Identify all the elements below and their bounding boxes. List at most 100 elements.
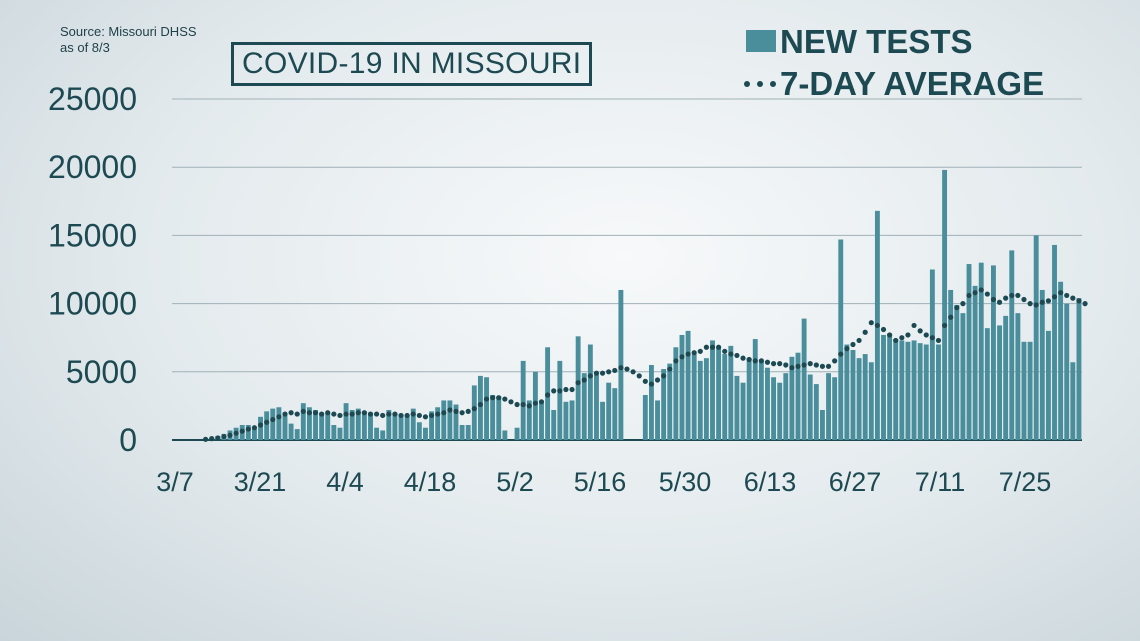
bar-new-tests bbox=[252, 429, 257, 440]
average-point bbox=[251, 425, 258, 431]
bar-new-tests bbox=[685, 330, 691, 440]
x-tick-label: 5/2 bbox=[496, 467, 534, 497]
average-point bbox=[685, 351, 691, 357]
bar-new-tests bbox=[838, 239, 844, 440]
average-point bbox=[923, 332, 929, 338]
bar-new-tests bbox=[276, 407, 282, 440]
average-point bbox=[1027, 301, 1033, 307]
average-point bbox=[257, 422, 264, 428]
average-point bbox=[355, 410, 361, 416]
bar-new-tests bbox=[264, 411, 270, 440]
average-point bbox=[795, 363, 801, 369]
bar-new-tests bbox=[673, 347, 679, 440]
average-point bbox=[899, 335, 905, 341]
bar-new-tests bbox=[881, 334, 886, 440]
bar-new-tests bbox=[740, 382, 746, 440]
average-point bbox=[648, 381, 655, 387]
average-point bbox=[606, 369, 612, 375]
bar-new-tests bbox=[679, 334, 685, 440]
average-point bbox=[752, 358, 758, 364]
bar-new-tests bbox=[960, 313, 966, 440]
legend-label-new-tests: NEW TESTS bbox=[780, 23, 973, 60]
average-point bbox=[880, 326, 887, 333]
average-point bbox=[410, 411, 416, 417]
source-line: Source: Missouri DHSS bbox=[60, 24, 197, 39]
average-point bbox=[587, 373, 593, 379]
bar-new-tests bbox=[526, 400, 532, 440]
average-point bbox=[1039, 299, 1045, 305]
average-point bbox=[935, 337, 942, 344]
average-point bbox=[1021, 296, 1027, 303]
bar-new-tests bbox=[477, 375, 483, 440]
bar-new-tests bbox=[948, 289, 954, 440]
average-point bbox=[722, 348, 728, 354]
average-point bbox=[850, 341, 856, 348]
bar-new-tests bbox=[343, 403, 349, 440]
average-point bbox=[709, 344, 716, 350]
average-point bbox=[636, 373, 642, 379]
bar-new-tests bbox=[471, 385, 477, 440]
average-point bbox=[777, 361, 783, 367]
bar-new-tests bbox=[245, 424, 251, 440]
bar-new-tests bbox=[936, 344, 941, 440]
average-point bbox=[343, 411, 349, 417]
average-point bbox=[954, 305, 960, 311]
average-point bbox=[832, 358, 838, 364]
average-point bbox=[697, 348, 703, 354]
bar-new-tests bbox=[1027, 341, 1033, 440]
bar-new-tests bbox=[1015, 313, 1021, 440]
average-point bbox=[667, 366, 673, 372]
bar-new-tests bbox=[893, 339, 899, 440]
bar-new-tests bbox=[398, 414, 404, 440]
x-tick-label: 3/7 bbox=[156, 467, 194, 497]
average-point bbox=[422, 414, 429, 420]
average-point bbox=[581, 377, 587, 383]
bar-new-tests bbox=[331, 424, 337, 440]
bar-new-tests bbox=[771, 377, 777, 440]
average-point bbox=[520, 401, 526, 408]
legend-swatch-dot bbox=[744, 81, 750, 87]
bar-new-tests bbox=[294, 429, 300, 440]
bar-new-tests bbox=[386, 409, 392, 440]
bar-new-tests bbox=[520, 360, 526, 440]
average-point bbox=[398, 412, 404, 419]
bar-new-tests bbox=[300, 403, 306, 440]
y-tick-label: 15000 bbox=[48, 217, 137, 253]
average-point bbox=[905, 332, 911, 338]
bar-new-tests bbox=[1076, 298, 1082, 440]
average-point bbox=[868, 320, 874, 326]
bar-new-tests bbox=[984, 328, 990, 440]
average-point bbox=[716, 344, 722, 350]
average-point bbox=[758, 358, 764, 364]
average-point bbox=[575, 380, 581, 386]
bar-new-tests bbox=[490, 394, 496, 440]
average-point bbox=[239, 428, 245, 434]
bar-new-tests bbox=[734, 375, 740, 440]
bar-new-tests bbox=[325, 412, 331, 440]
bar-new-tests bbox=[563, 401, 569, 440]
average-point bbox=[361, 410, 367, 416]
bar-new-tests bbox=[600, 401, 606, 440]
average-point bbox=[966, 292, 972, 299]
average-point bbox=[209, 436, 215, 442]
bar-new-tests bbox=[1070, 362, 1076, 440]
bar-new-tests bbox=[991, 265, 996, 440]
average-point bbox=[416, 412, 422, 419]
bar-new-tests bbox=[929, 269, 935, 440]
bar-new-tests bbox=[1003, 315, 1009, 440]
bar-new-tests bbox=[514, 427, 520, 440]
bar-new-tests bbox=[465, 424, 471, 440]
average-point bbox=[654, 377, 661, 383]
average-point bbox=[825, 363, 832, 369]
bar-new-tests bbox=[380, 430, 386, 440]
bar-new-tests bbox=[416, 422, 422, 440]
bar-new-tests bbox=[887, 333, 893, 440]
bar-new-tests bbox=[954, 304, 960, 440]
average-point bbox=[319, 411, 325, 417]
bar-new-tests bbox=[1021, 341, 1027, 440]
legend-label-7-day-average: 7-DAY AVERAGE bbox=[780, 65, 1044, 102]
bar-new-tests bbox=[978, 262, 984, 440]
bar-new-tests bbox=[288, 423, 294, 440]
x-tick-label: 3/21 bbox=[234, 467, 287, 497]
